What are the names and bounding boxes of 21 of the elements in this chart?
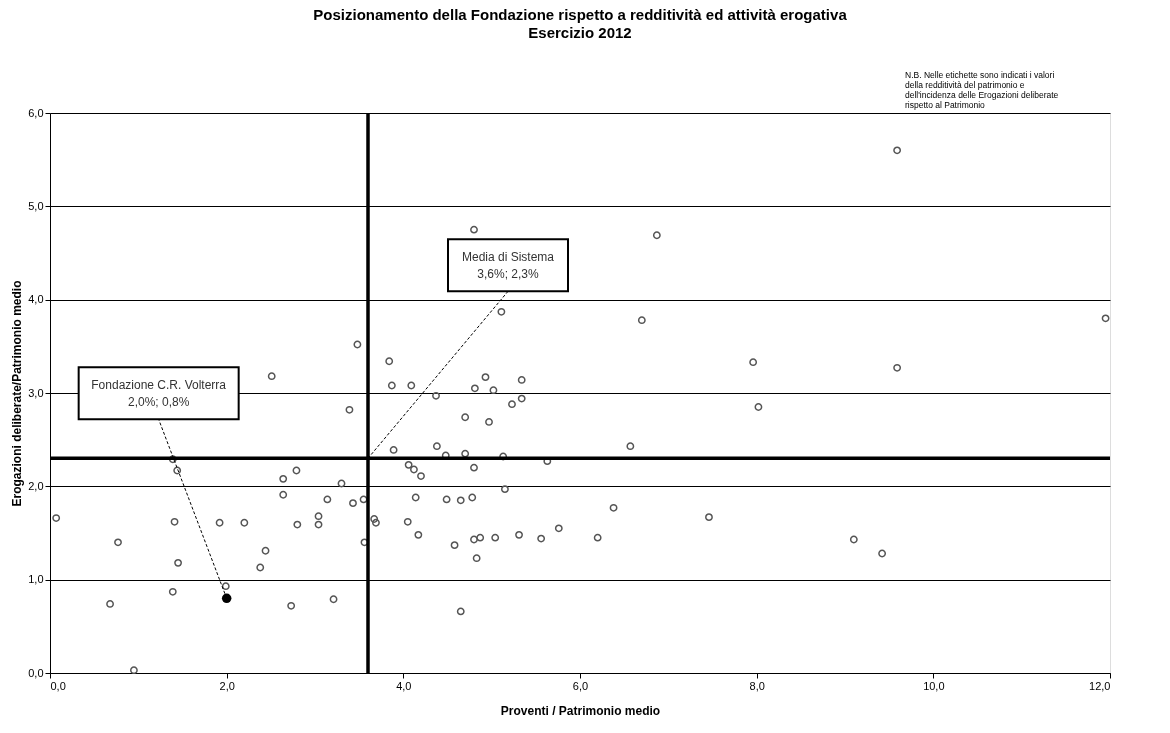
y-tick-label: 5,0: [28, 199, 44, 212]
x-tick-label: 0,0: [50, 679, 66, 692]
text: N.B. Nelle etichette sono indicati i valori della redditività del patrimonio e dell'incidenza delle Erogazioni deliberate rispetto al Patrimonio: [905, 70, 1059, 110]
y-tick-label: 6,0: [28, 106, 44, 119]
y-tick-label: 1,0: [28, 573, 44, 586]
y-axis-title: Erogazioni deliberate/Patrimonio medio: [10, 280, 25, 507]
x-tick-label: 12,0: [1089, 679, 1111, 692]
y-tick-label: 3,0: [28, 386, 44, 399]
annotation: Media di Sistema 3,6%; 2,3%: [461, 250, 555, 282]
y-tick-label: 4,0: [28, 293, 44, 306]
x-tick-label: 10,0: [923, 679, 945, 692]
annotation: Fondazione C.R. Volterra 2,0%; 0,8%: [91, 378, 227, 410]
x-axis-title: Proventi / Patrimonio medio: [500, 703, 661, 718]
y-tick-label: 2,0: [28, 479, 44, 492]
x-tick-label: 6,0: [572, 679, 589, 692]
x-tick-label: 2,0: [219, 679, 235, 692]
x-tick-label: 8,0: [749, 679, 765, 692]
y-tick-label: 0,0: [28, 666, 44, 679]
chart-title: Posizionamento della Fondazione rispetto a redditività ed attività erogativa: [313, 6, 848, 23]
x-tick-label: 4,0: [396, 679, 412, 692]
chart-subtitle: Esercizio 2012: [528, 24, 632, 41]
